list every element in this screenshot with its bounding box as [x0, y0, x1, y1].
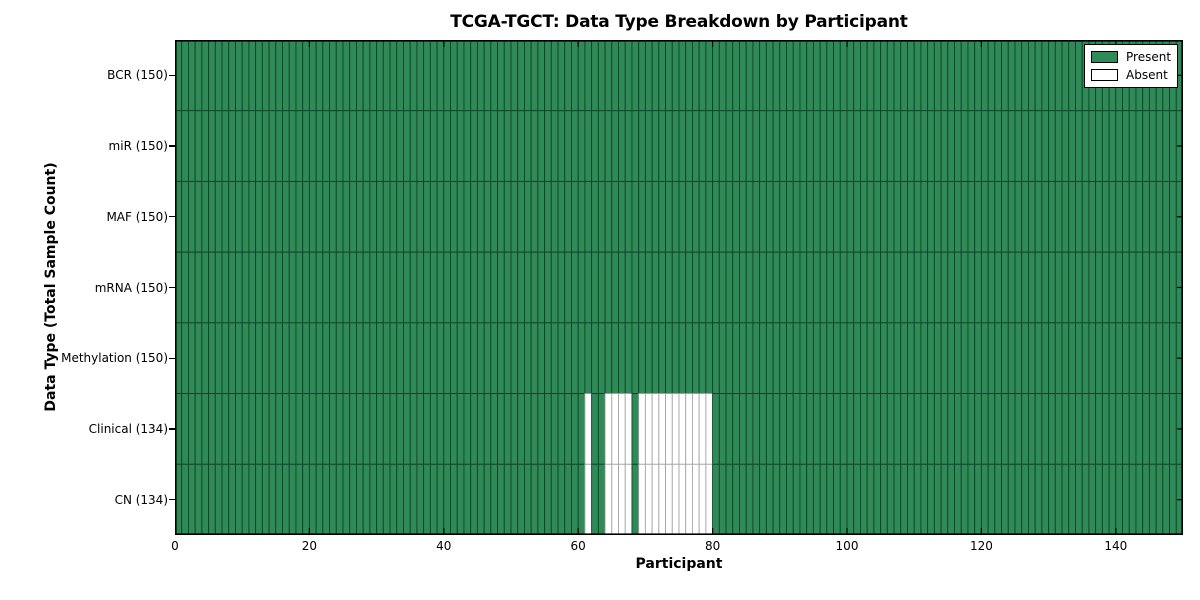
y-tick-label: CN (134): [114, 492, 168, 507]
y-tick-label: Clinical (134): [88, 421, 168, 436]
y-tick-label: mRNA (150): [94, 280, 168, 295]
x-tick-label: 60: [570, 539, 586, 553]
y-tick-mark: [169, 145, 175, 147]
x-tick-label: 0: [171, 539, 179, 553]
y-tick-label: MAF (150): [106, 209, 168, 224]
y-tick-mark: [169, 499, 175, 501]
x-tick-label: 120: [969, 539, 993, 553]
y-tick-label: Methylation (150): [61, 351, 168, 366]
y-tick-mark: [169, 74, 175, 77]
absent-swatch: [1091, 69, 1118, 81]
y-tick-label: miR (150): [108, 139, 168, 154]
present-swatch: [1091, 51, 1118, 63]
plot-area: Present Absent: [175, 40, 1183, 535]
y-tick-mark: [169, 216, 175, 218]
y-tick-mark: [169, 428, 175, 430]
y-tick-label: BCR (150): [107, 68, 168, 83]
legend: Present Absent: [1084, 44, 1178, 88]
legend-item-present: Present: [1091, 51, 1171, 63]
x-tick-label: 140: [1104, 539, 1128, 553]
x-tick-label: 20: [301, 539, 318, 553]
heatmap-grid: [175, 40, 1183, 535]
x-tick-label: 40: [436, 539, 452, 553]
x-axis-label: Participant: [635, 556, 723, 572]
x-tick-label: 100: [835, 539, 859, 553]
chart-title: TCGA-TGCT: Data Type Breakdown by Partic…: [450, 12, 908, 32]
y-tick-mark: [169, 286, 175, 289]
y-axis-label: Data Type (Total Sample Count): [43, 162, 59, 412]
x-tick-label: 80: [704, 539, 721, 553]
y-tick-mark: [169, 357, 175, 359]
legend-item-absent: Absent: [1091, 69, 1171, 81]
legend-label-absent: Absent: [1126, 68, 1168, 82]
legend-label-present: Present: [1126, 50, 1172, 64]
